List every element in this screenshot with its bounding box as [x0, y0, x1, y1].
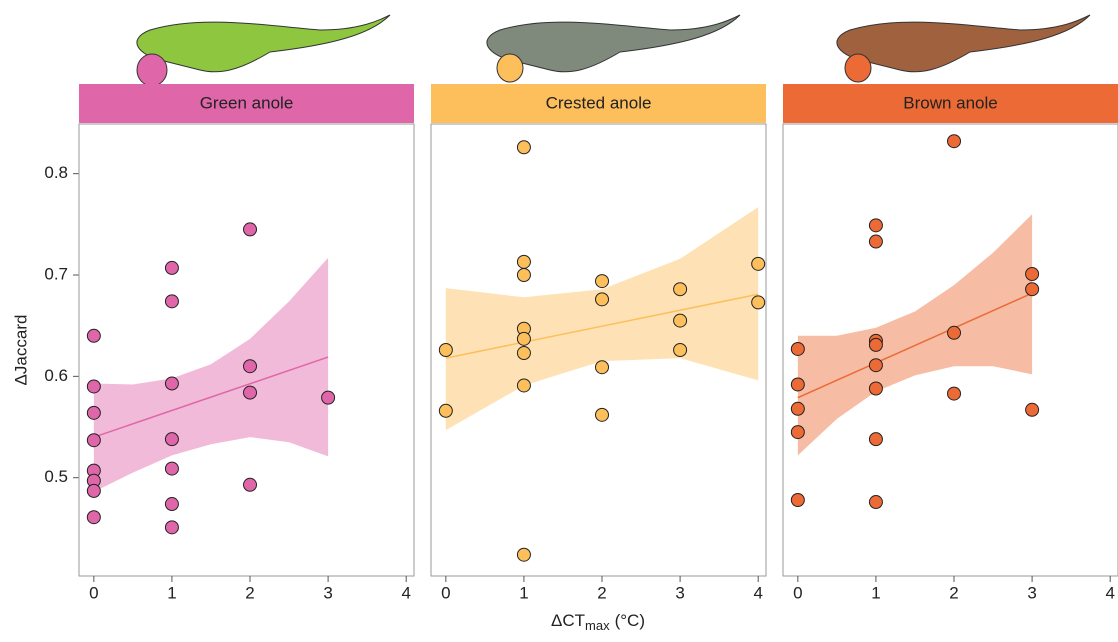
point [791, 426, 804, 439]
point [1026, 403, 1039, 416]
x-tick-label: 0 [441, 583, 450, 602]
point [869, 359, 882, 372]
lizard-icons [137, 15, 1090, 86]
x-label-main: ΔCT [551, 611, 585, 630]
point [596, 408, 609, 421]
point [87, 329, 100, 342]
point [752, 257, 765, 270]
point [244, 386, 257, 399]
x-tick-label: 0 [793, 583, 802, 602]
chart: ΔJaccard ΔCTmax (°C) 0.5 0.6 0.7 0.8 Green an… [0, 0, 1118, 637]
x-tick-label: 2 [597, 583, 606, 602]
x-tick-label: 1 [519, 583, 528, 602]
x-tick-label: 3 [675, 583, 684, 602]
point [869, 382, 882, 395]
point [596, 293, 609, 306]
point [791, 342, 804, 355]
point [165, 261, 178, 274]
confidence-band [94, 258, 328, 492]
point [165, 498, 178, 511]
dewlap [497, 54, 523, 82]
point [869, 433, 882, 446]
point [87, 511, 100, 524]
y-axis-label: ΔJaccard [11, 315, 30, 386]
dewlap [845, 54, 871, 82]
point [517, 347, 530, 360]
x-tick-label: 4 [401, 583, 410, 602]
point [517, 379, 530, 392]
point [244, 478, 257, 491]
point [596, 275, 609, 288]
x-tick-label: 1 [167, 583, 176, 602]
point [869, 338, 882, 351]
point [165, 521, 178, 534]
point [869, 496, 882, 509]
point [869, 235, 882, 248]
confidence-band [798, 214, 1032, 455]
point [244, 360, 257, 373]
point [674, 314, 687, 327]
point [517, 548, 530, 561]
point [439, 404, 452, 417]
point [165, 377, 178, 390]
point [87, 434, 100, 447]
x-label-unit: (°C) [615, 611, 645, 630]
y-tick-label: 0.7 [44, 264, 68, 283]
point [1026, 283, 1039, 296]
x-tick-label: 2 [949, 583, 958, 602]
point [948, 387, 961, 400]
strip-title: Crested anole [546, 93, 652, 112]
confidence-band [446, 207, 758, 430]
y-tick-label: 0.6 [44, 366, 68, 385]
point [791, 402, 804, 415]
point [165, 433, 178, 446]
x-tick-label: 4 [753, 583, 762, 602]
point [752, 296, 765, 309]
lizard [837, 15, 1090, 72]
point [87, 406, 100, 419]
point [791, 378, 804, 391]
point [948, 326, 961, 339]
x-tick-label: 1 [871, 583, 880, 602]
point [322, 391, 335, 404]
point [869, 219, 882, 232]
point [596, 361, 609, 374]
point [517, 269, 530, 282]
point [674, 283, 687, 296]
x-label-sub: max [585, 618, 610, 633]
point [517, 141, 530, 154]
lizard [137, 15, 390, 72]
point [439, 344, 452, 357]
point [165, 462, 178, 475]
point [1026, 267, 1039, 280]
point [244, 223, 257, 236]
strip-title: Green anole [200, 93, 294, 112]
lizard [487, 15, 740, 72]
point [948, 135, 961, 148]
point [87, 380, 100, 393]
x-tick-label: 3 [323, 583, 332, 602]
point [165, 295, 178, 308]
x-tick-label: 3 [1027, 583, 1036, 602]
strip-title: Brown anole [903, 93, 998, 112]
x-tick-label: 0 [89, 583, 98, 602]
x-tick-label: 2 [245, 583, 254, 602]
x-axis-label: ΔCTmax (°C) [551, 611, 645, 633]
point [87, 484, 100, 497]
y-tick-label: 0.8 [44, 163, 68, 182]
point [791, 493, 804, 506]
point [517, 332, 530, 345]
x-tick-label: 4 [1105, 583, 1114, 602]
dewlap [137, 54, 167, 86]
y-tick-label: 0.5 [44, 467, 68, 486]
point [674, 344, 687, 357]
point [517, 255, 530, 268]
